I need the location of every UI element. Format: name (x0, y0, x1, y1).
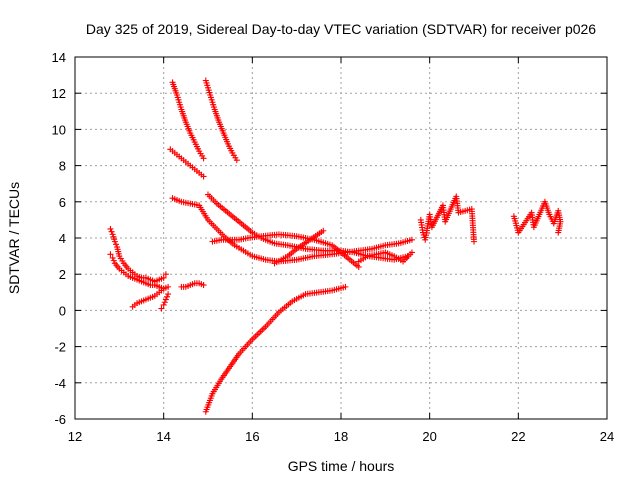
data-point (165, 283, 172, 290)
data-point (408, 236, 415, 243)
y-tick-label: 2 (59, 267, 66, 282)
y-tick-label: 0 (59, 303, 66, 318)
x-axis-title: GPS time / hours (288, 458, 395, 474)
data-point (200, 173, 207, 180)
y-tick-label: -4 (54, 376, 66, 391)
data-point (233, 157, 240, 164)
data-point (160, 274, 167, 281)
data-point (200, 282, 207, 289)
data-point (320, 227, 327, 234)
x-tick-label: 18 (334, 429, 348, 444)
data-point (342, 283, 349, 290)
grid-lines (75, 57, 607, 419)
x-tick-label: 12 (68, 429, 82, 444)
data-point (107, 251, 114, 258)
data-point (108, 228, 115, 235)
y-tick-label: 8 (59, 159, 66, 174)
plot-frame (74, 56, 608, 420)
data-point (555, 229, 562, 236)
data-point (111, 238, 118, 245)
y-tick-label: -2 (54, 340, 66, 355)
data-point (109, 254, 116, 261)
y-tick-label: 10 (52, 122, 66, 137)
y-tick-label: 12 (52, 86, 66, 101)
x-tick-label: 22 (511, 429, 525, 444)
data-point (162, 296, 169, 303)
data-point (158, 305, 165, 312)
x-tick-label: 20 (422, 429, 436, 444)
x-tick-label: 14 (156, 429, 170, 444)
data-point (200, 155, 207, 162)
y-axis-title: SDTVAR / TECUs (6, 182, 22, 294)
data-point (162, 271, 169, 278)
x-tick-label: 24 (600, 429, 614, 444)
data-point (471, 238, 477, 245)
data-point (408, 249, 415, 256)
data-point (165, 291, 172, 298)
data-points (107, 77, 564, 415)
y-tick-label: 4 (59, 231, 66, 246)
data-point (160, 301, 167, 308)
y-tick-label: 6 (59, 195, 66, 210)
data-point (107, 225, 114, 232)
data-point (110, 257, 117, 264)
chart-title: Day 325 of 2019, Sidereal Day-to-day VTE… (86, 21, 596, 37)
data-point (355, 263, 362, 270)
y-tick-label: -6 (54, 412, 66, 427)
data-point (161, 299, 168, 306)
x-tick-label: 16 (245, 429, 259, 444)
y-tick-label: 14 (52, 50, 66, 65)
data-point (113, 241, 120, 248)
data-point (163, 293, 170, 300)
